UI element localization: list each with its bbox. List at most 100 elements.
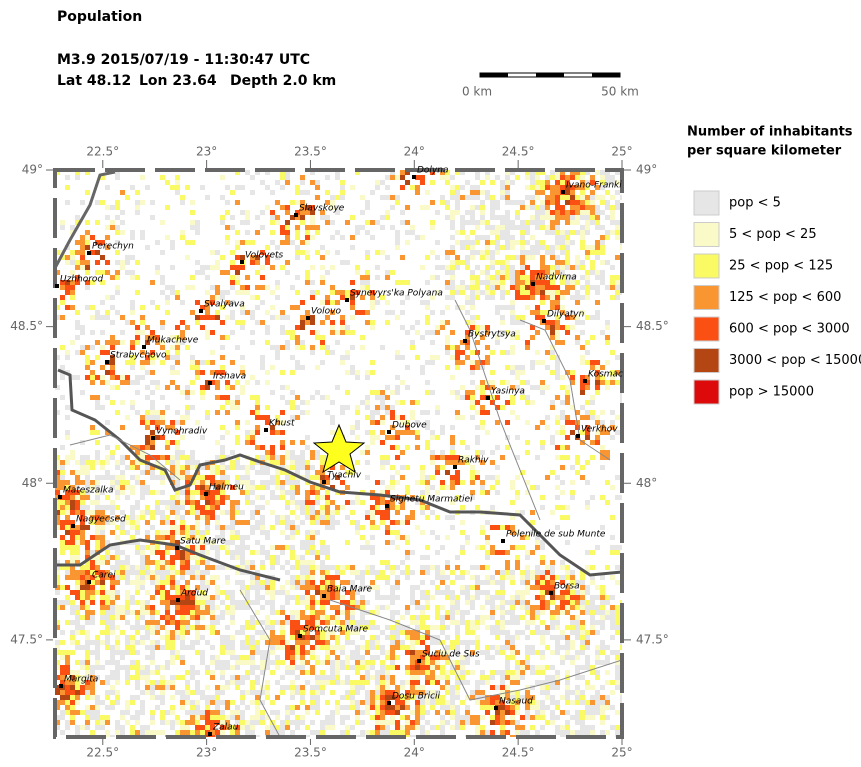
- population-cell: [230, 620, 235, 625]
- population-cell: [320, 670, 325, 675]
- population-cell: [80, 585, 85, 590]
- population-cell: [455, 635, 460, 640]
- population-cell: [515, 255, 520, 260]
- population-cell: [330, 660, 335, 665]
- population-cell: [100, 605, 105, 610]
- population-cell: [350, 665, 355, 670]
- population-cell: [100, 525, 105, 530]
- population-cell: [435, 470, 440, 475]
- population-cell: [410, 650, 415, 655]
- population-cell: [330, 265, 335, 270]
- population-cell: [390, 710, 395, 715]
- population-cell: [325, 715, 330, 720]
- population-cell: [170, 595, 175, 600]
- population-cell: [335, 585, 340, 590]
- population-cell: [415, 185, 420, 190]
- population-cell: [385, 515, 390, 520]
- population-cell: [150, 690, 155, 695]
- population-cell: [465, 260, 470, 265]
- population-cell: [345, 610, 350, 615]
- population-cell: [280, 675, 285, 680]
- population-cell: [475, 720, 480, 725]
- population-cell: [250, 665, 255, 670]
- population-cell: [500, 725, 505, 730]
- population-cell: [205, 560, 210, 565]
- population-cell: [415, 400, 420, 405]
- population-cell: [455, 305, 460, 310]
- population-cell: [425, 315, 430, 320]
- population-cell: [455, 705, 460, 710]
- population-cell: [215, 465, 220, 470]
- population-cell: [295, 480, 300, 485]
- population-cell: [260, 620, 265, 625]
- population-cell: [535, 385, 540, 390]
- population-cell: [325, 625, 330, 630]
- population-cell: [125, 595, 130, 600]
- population-cell: [130, 635, 135, 640]
- population-cell: [135, 465, 140, 470]
- population-cell: [485, 270, 490, 275]
- population-cell: [200, 545, 205, 550]
- population-cell: [260, 605, 265, 610]
- population-cell: [280, 455, 285, 460]
- population-cell: [80, 265, 85, 270]
- population-cell: [275, 420, 280, 425]
- population-cell: [380, 455, 385, 460]
- population-cell: [225, 465, 230, 470]
- population-cell: [80, 725, 85, 730]
- population-cell: [135, 450, 140, 455]
- population-cell: [400, 380, 405, 385]
- population-cell: [265, 615, 270, 620]
- population-cell: [520, 380, 525, 385]
- population-cell: [245, 440, 250, 445]
- population-cell: [305, 240, 310, 245]
- population-cell: [350, 305, 355, 310]
- population-cell: [325, 645, 330, 650]
- population-cell: [385, 565, 390, 570]
- population-cell: [350, 370, 355, 375]
- population-cell: [235, 685, 240, 690]
- population-cell: [75, 700, 80, 705]
- population-cell: [450, 700, 455, 705]
- population-cell: [460, 385, 465, 390]
- population-cell: [130, 400, 135, 405]
- population-cell: [250, 330, 255, 335]
- population-cell: [455, 660, 460, 665]
- population-cell: [175, 675, 180, 680]
- population-cell: [170, 510, 175, 515]
- population-cell: [290, 285, 295, 290]
- population-cell: [380, 195, 385, 200]
- population-cell: [475, 205, 480, 210]
- population-cell: [445, 635, 450, 640]
- population-cell: [380, 180, 385, 185]
- population-cell: [270, 650, 275, 655]
- population-cell: [285, 450, 290, 455]
- population-cell: [140, 625, 145, 630]
- population-cell: [410, 225, 415, 230]
- population-cell: [495, 280, 500, 285]
- population-cell: [500, 685, 505, 690]
- population-cell: [75, 475, 80, 480]
- population-cell: [470, 720, 475, 725]
- population-cell: [525, 650, 530, 655]
- population-cell: [230, 605, 235, 610]
- population-cell: [400, 220, 405, 225]
- population-cell: [190, 505, 195, 510]
- population-cell: [320, 345, 325, 350]
- population-cell: [305, 530, 310, 535]
- population-cell: [470, 415, 475, 420]
- population-cell: [355, 650, 360, 655]
- population-cell: [460, 480, 465, 485]
- population-cell: [480, 200, 485, 205]
- population-cell: [500, 270, 505, 275]
- population-cell: [75, 335, 80, 340]
- population-cell: [440, 200, 445, 205]
- population-cell: [200, 585, 205, 590]
- population-cell: [185, 605, 190, 610]
- population-cell: [520, 225, 525, 230]
- population-cell: [355, 660, 360, 665]
- population-cell: [225, 225, 230, 230]
- population-cell: [475, 195, 480, 200]
- population-cell: [455, 260, 460, 265]
- population-cell: [500, 575, 505, 580]
